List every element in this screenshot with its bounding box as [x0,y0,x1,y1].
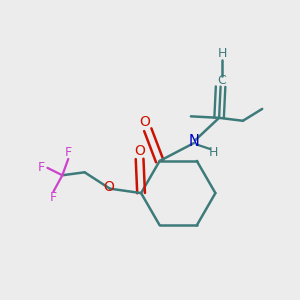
Text: O: O [103,180,114,194]
Text: H: H [208,146,218,158]
Text: N: N [188,134,199,149]
Text: F: F [50,191,57,204]
Text: C: C [218,74,226,87]
Text: F: F [38,161,45,174]
Text: O: O [140,115,150,129]
Text: F: F [65,146,72,160]
Text: H: H [218,47,227,60]
Text: O: O [134,145,145,158]
